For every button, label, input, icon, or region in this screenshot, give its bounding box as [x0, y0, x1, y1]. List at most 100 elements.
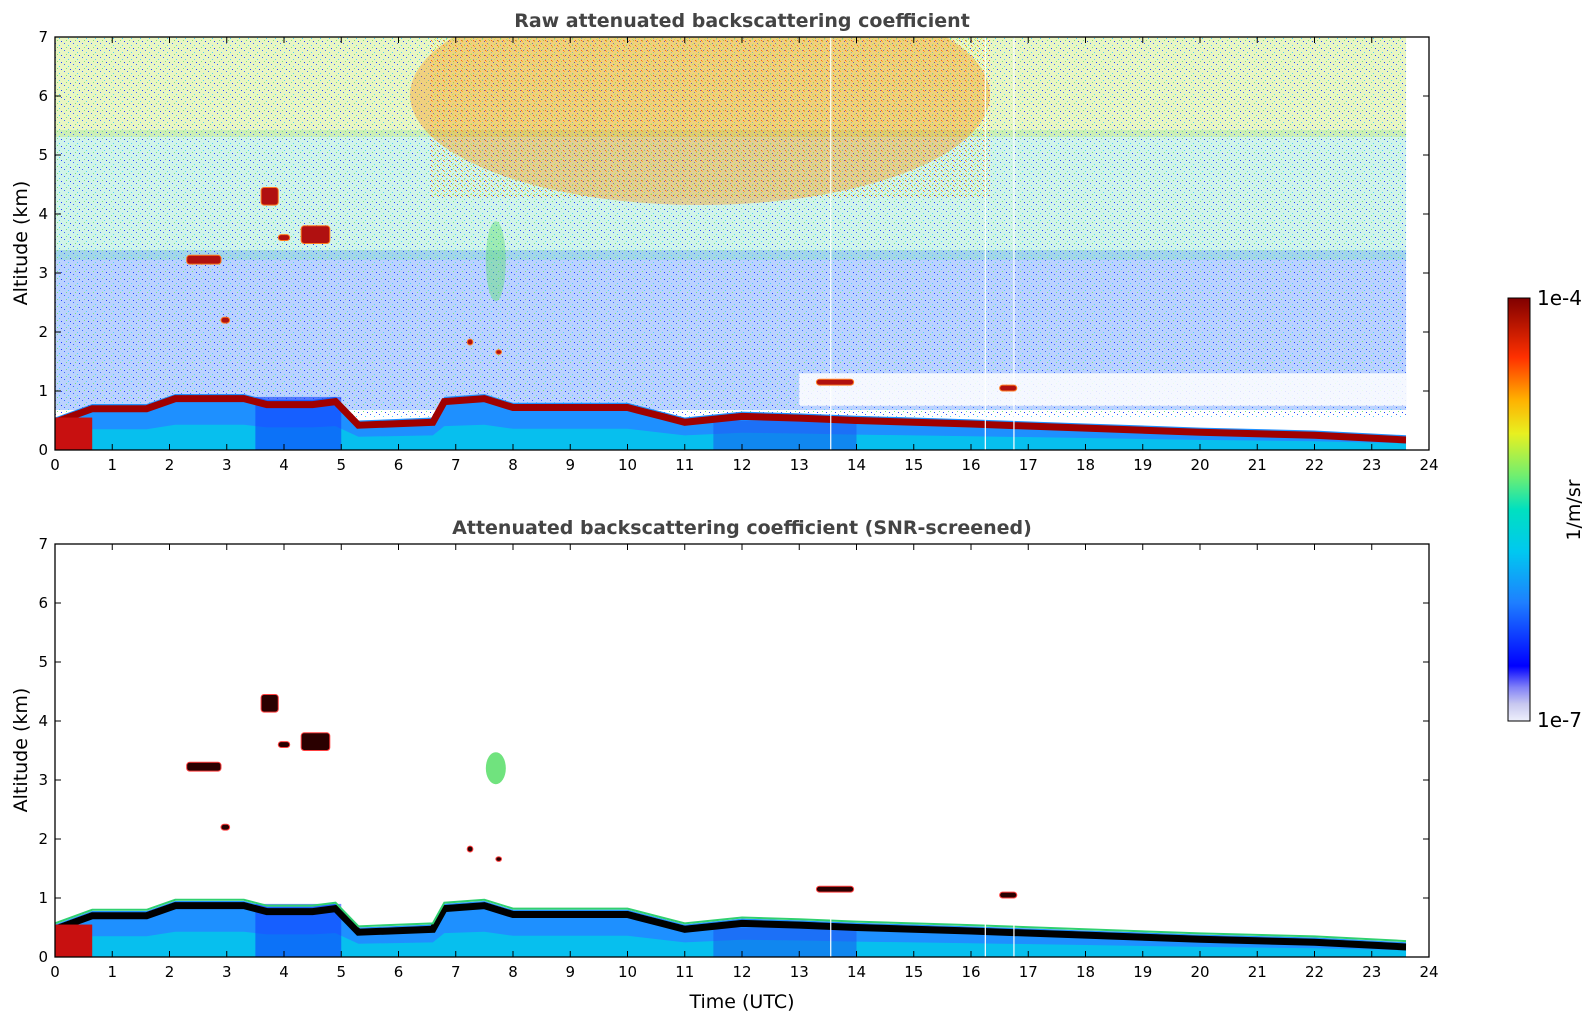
cloud-feature: [260, 186, 279, 206]
x-tick-label: 0: [50, 456, 60, 474]
x-tick-label: 19: [1133, 963, 1152, 981]
x-tick-label: 5: [336, 456, 346, 474]
x-tick-label: 13: [790, 456, 809, 474]
cloud-feature: [300, 225, 331, 245]
x-tick-label: 5: [336, 963, 346, 981]
x-tick-label: 1: [107, 963, 117, 981]
raw-y-axis-label: Altitude (km): [10, 181, 32, 306]
x-tick-label: 20: [1190, 456, 1209, 474]
x-tick-label: 22: [1305, 963, 1324, 981]
x-tick-label: 8: [508, 963, 518, 981]
x-tick-label: 21: [1248, 963, 1267, 981]
y-tick-label: 0: [38, 948, 48, 966]
screened-boundary-layer: [55, 544, 1429, 957]
x-tick-label: 11: [675, 963, 694, 981]
y-tick-label: 5: [38, 146, 48, 164]
y-tick-label: 5: [38, 653, 48, 671]
boundary-layer-top: [55, 902, 1407, 951]
x-tick-label: 23: [1362, 963, 1381, 981]
cloud-feature: [277, 741, 291, 749]
x-tick-label: 7: [451, 456, 461, 474]
screened-y-axis-label: Altitude (km): [10, 688, 32, 813]
colorbar: 1e-4 1e-7 1/m/sr: [1507, 286, 1585, 732]
raw-boundary-layer: [55, 37, 1429, 450]
near-surface-return: [55, 417, 93, 450]
x-tick-label: 22: [1305, 456, 1324, 474]
cloud-feature: [466, 845, 474, 853]
panel-screened-title: Attenuated backscattering coefficient (S…: [452, 517, 1032, 539]
colorbar-unit-label: 1/m/sr: [1563, 479, 1585, 540]
screened-axes-frame: [54, 543, 1430, 958]
cloud-feature: [277, 234, 291, 242]
x-tick-label: 14: [847, 456, 866, 474]
x-axis-label: Time (UTC): [688, 991, 794, 1013]
x-tick-label: 16: [961, 963, 980, 981]
cloud-feature: [220, 316, 231, 324]
colorbar-gradient: [1507, 297, 1531, 722]
x-tick-label: 15: [904, 963, 923, 981]
screened-cloud-features: [186, 693, 1018, 899]
y-tick-label: 4: [38, 712, 48, 730]
x-tick-label: 7: [451, 963, 461, 981]
x-tick-label: 17: [1019, 456, 1038, 474]
near-surface-return: [55, 924, 93, 957]
x-tick-label: 17: [1019, 963, 1038, 981]
x-tick-label: 11: [675, 456, 694, 474]
x-tick-label: 0: [50, 963, 60, 981]
x-tick-label: 20: [1190, 963, 1209, 981]
x-tick-label: 4: [279, 963, 289, 981]
y-tick-label: 6: [38, 594, 48, 612]
x-tick-label: 16: [961, 456, 980, 474]
dense-aerosol-region: [713, 927, 857, 957]
y-tick-label: 0: [38, 441, 48, 459]
screened-axes: 0 1 2 3 4 5 6 7 8 9 10 11 12 13 14 15 16 17 18 19 20 21 22 23 24…: [38, 535, 1438, 981]
cloud-feature: [186, 254, 222, 265]
panel-screened: Attenuated backscattering coefficient (S…: [10, 517, 1439, 1013]
y-tick-label: 6: [38, 87, 48, 105]
boundary-layer-top: [55, 395, 1407, 444]
cloud-feature: [300, 732, 331, 751]
aerosol-plume: [485, 752, 506, 785]
cloud-feature: [220, 823, 231, 831]
cloud-feature: [495, 349, 503, 355]
cloud-feature: [186, 761, 222, 772]
y-tick-label: 1: [38, 889, 48, 907]
x-tick-label: 10: [618, 456, 637, 474]
raw-axes: 0 1 2 3 4 5 6 7 8 9 10 11 12 13 14 15 16 17 18 19 20 21 22 23 24…: [38, 28, 1438, 474]
y-tick-label: 2: [38, 830, 48, 848]
x-tick-label: 12: [732, 963, 751, 981]
colorbar-min-label: 1e-7: [1537, 708, 1582, 732]
y-tick-label: 3: [38, 771, 48, 789]
screened-heatmap: [55, 544, 1429, 957]
x-tick-label: 2: [165, 456, 175, 474]
x-tick-label: 3: [222, 963, 232, 981]
y-tick-label: 3: [38, 264, 48, 282]
y-tick-label: 7: [38, 28, 48, 46]
low-signal-gap: [799, 373, 1407, 406]
no-data-region: [1406, 544, 1429, 957]
x-tick-label: 8: [508, 456, 518, 474]
raw-heatmap: [55, 37, 1429, 450]
cloud-feature: [466, 338, 474, 346]
no-data-region: [1406, 37, 1429, 450]
x-tick-label: 15: [904, 456, 923, 474]
dense-aerosol-region: [713, 420, 857, 450]
x-tick-label: 19: [1133, 456, 1152, 474]
x-tick-label: 2: [165, 963, 175, 981]
panel-raw: Raw attenuated backscattering coefficien…: [10, 10, 1439, 474]
cloud-feature: [999, 384, 1018, 392]
panel-raw-title: Raw attenuated backscattering coefficien…: [514, 10, 970, 32]
boundary-layer-edge: [55, 898, 1407, 943]
x-tick-label: 18: [1076, 456, 1095, 474]
raw-cloud-features: [186, 186, 1018, 392]
cloud-feature: [815, 885, 855, 893]
x-tick-label: 4: [279, 456, 289, 474]
x-tick-label: 10: [618, 963, 637, 981]
x-tick-label: 3: [222, 456, 232, 474]
x-tick-label: 9: [565, 456, 575, 474]
x-tick-label: 6: [394, 963, 404, 981]
aerosol-plume: [485, 221, 506, 302]
y-tick-label: 7: [38, 535, 48, 553]
x-tick-label: 6: [394, 456, 404, 474]
x-tick-label: 21: [1248, 456, 1267, 474]
